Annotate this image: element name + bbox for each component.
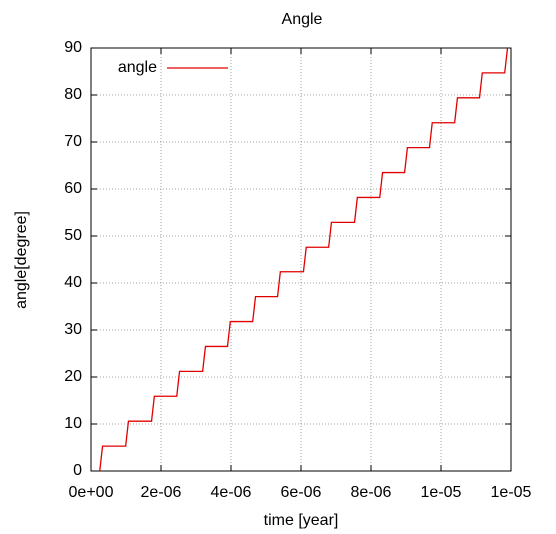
x-tick-label: 8e-06 (351, 484, 392, 501)
y-tick-label: 30 (64, 321, 82, 338)
y-tick-label: 10 (64, 415, 82, 432)
y-tick-label: 70 (64, 133, 82, 150)
plot-frame (90, 47, 512, 472)
x-tick-label: 0e+00 (69, 484, 114, 501)
y-tick-label: 60 (64, 180, 82, 197)
x-axis-label: time [year] (264, 512, 339, 529)
data-line (99, 47, 509, 472)
y-axis-label: angle[degree] (13, 211, 30, 309)
y-tick-label: 20 (64, 368, 82, 385)
y-tick-label: 80 (64, 86, 82, 103)
x-tick-label: 4e-06 (211, 484, 252, 501)
y-tick-label: 90 (64, 39, 82, 56)
y-tick-label: 0 (73, 462, 82, 479)
y-tick-label: 40 (64, 274, 82, 291)
y-tick-label: 50 (64, 227, 82, 244)
x-tick-label: 1e-05 (491, 484, 532, 501)
x-tick-label: 1e-05 (421, 484, 462, 501)
x-tick-label: 2e-06 (141, 484, 182, 501)
legend-label: angle (118, 59, 157, 76)
x-tick-label: 6e-06 (281, 484, 322, 501)
chart-title: Angle (282, 11, 323, 28)
